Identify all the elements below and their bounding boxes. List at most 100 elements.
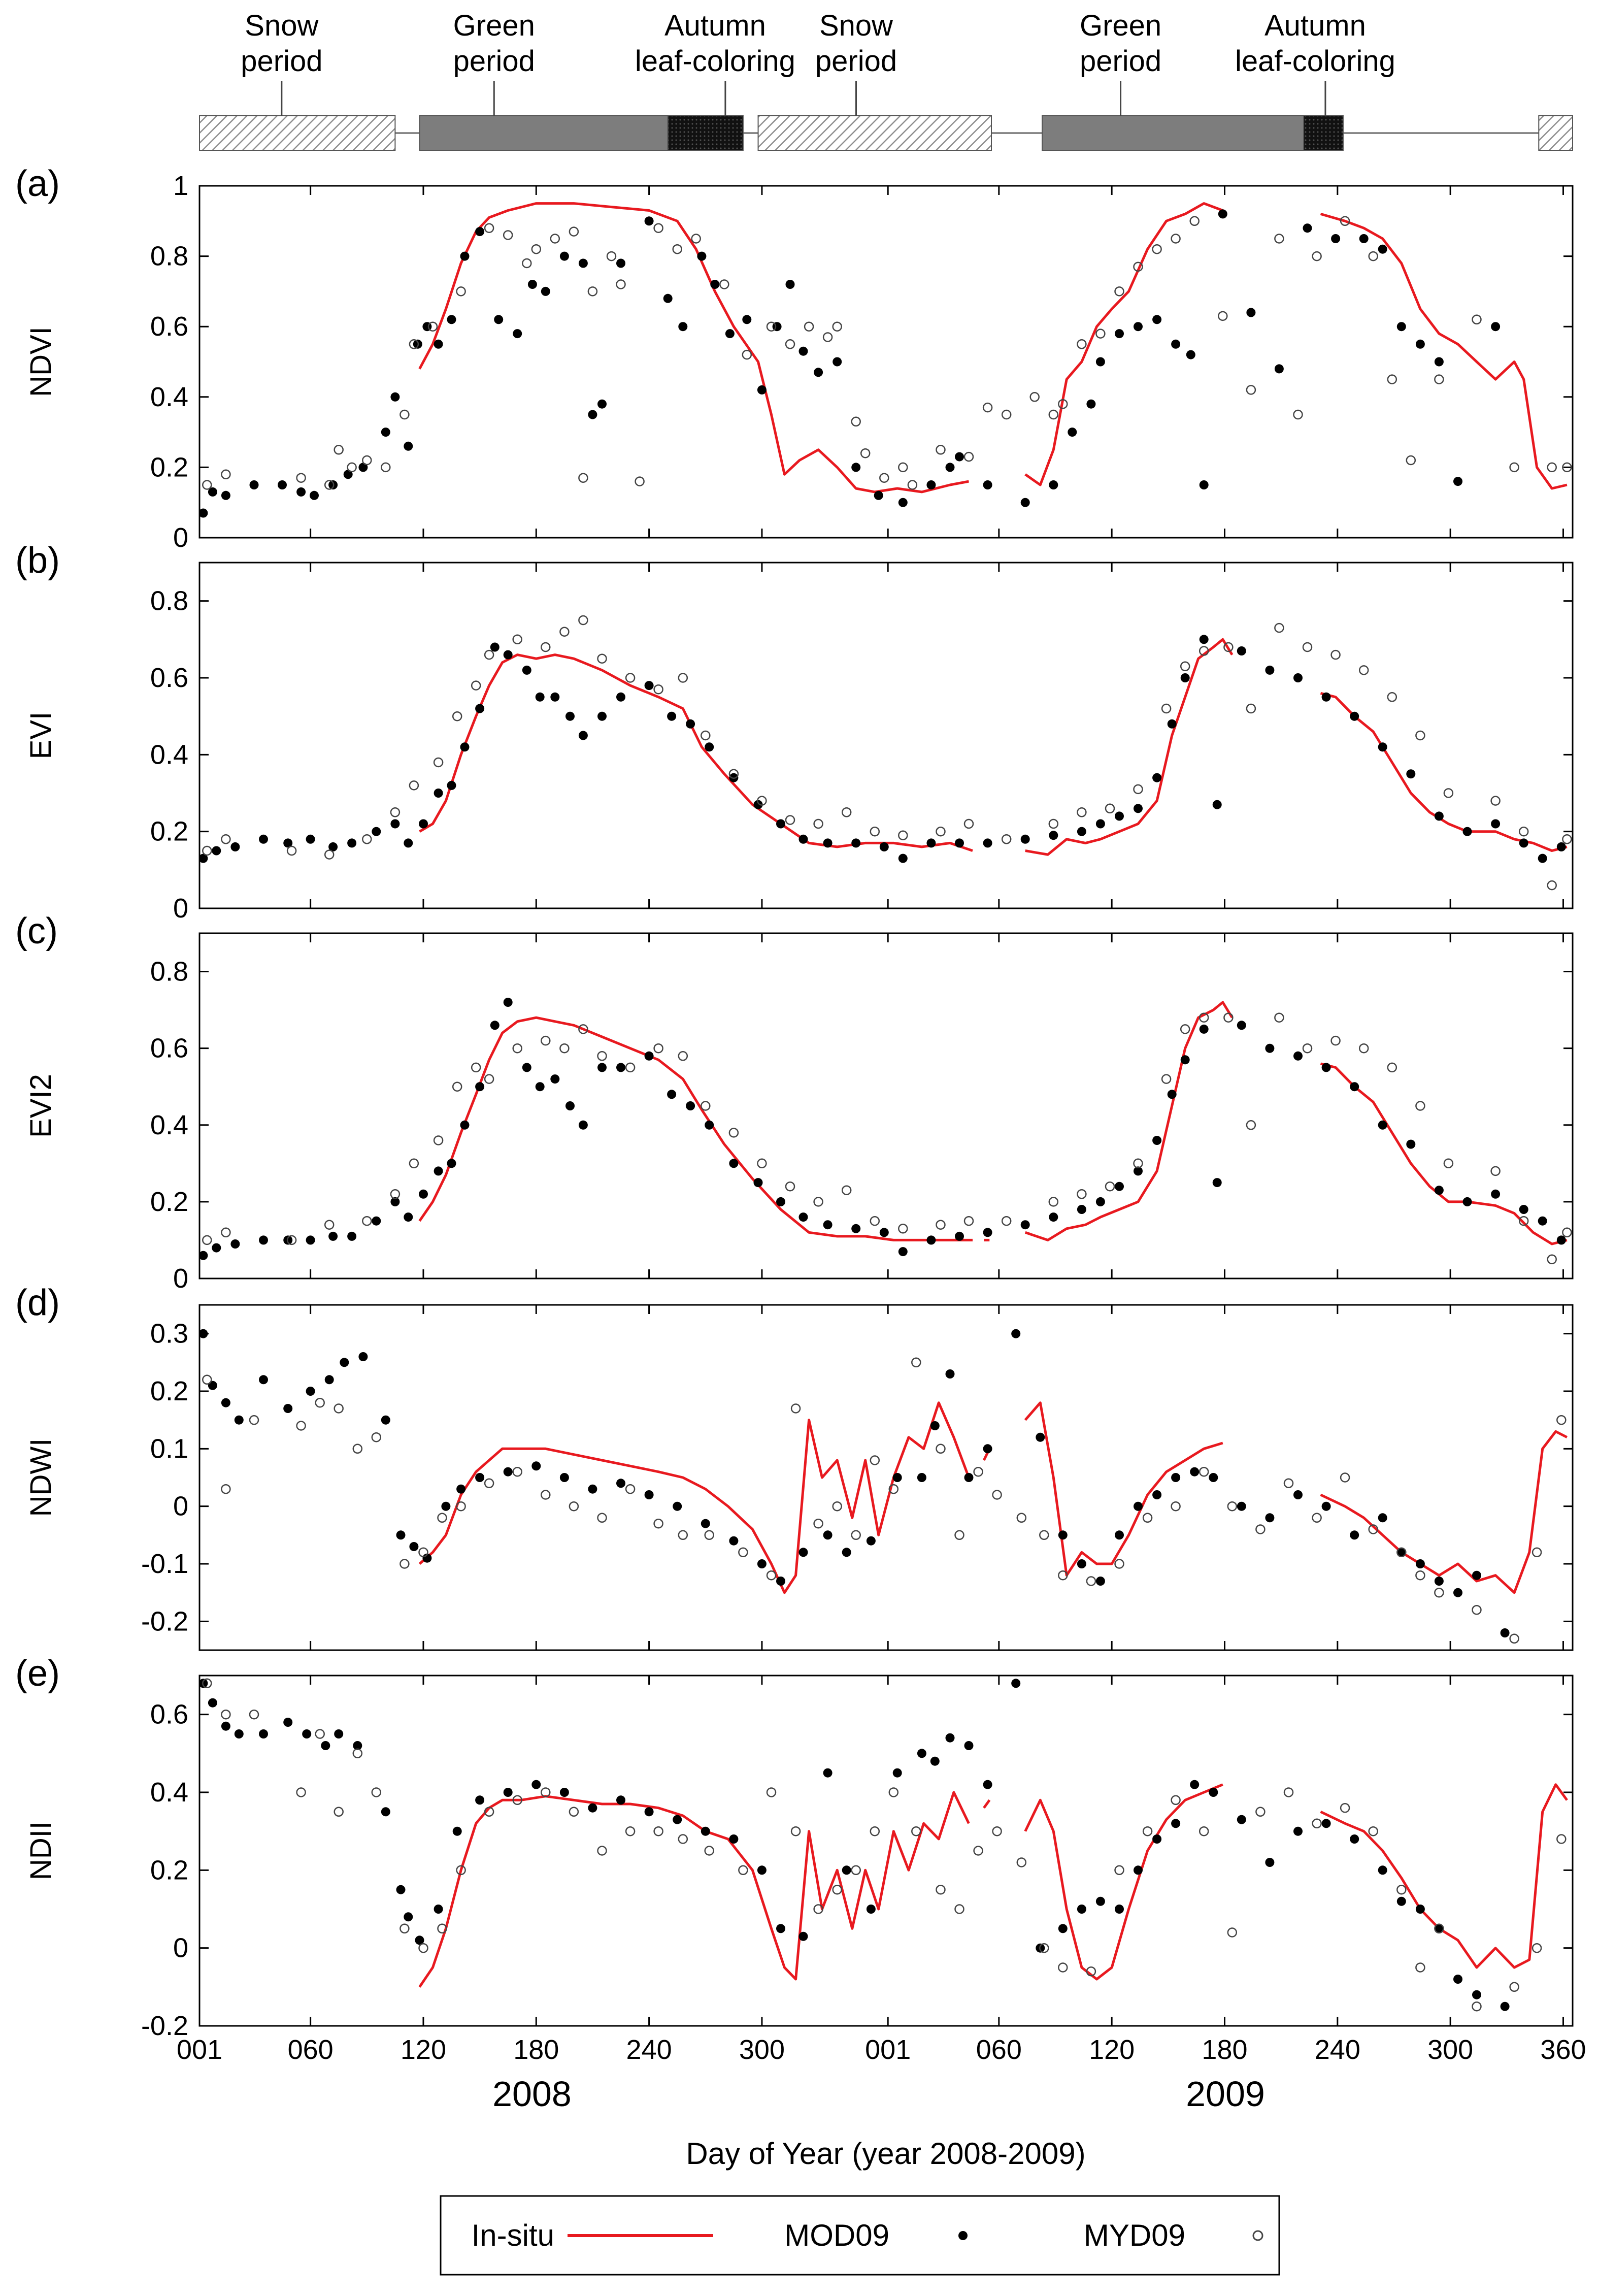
y-tick-label-1-0: 0 [173,893,188,924]
y-tick-label-2-4: 0.8 [150,957,188,987]
myd09-point-2-44 [1415,1101,1425,1111]
mod09-point-1-48 [1180,673,1190,682]
myd09-point-4-8 [400,1923,410,1934]
mod09-point-0-68 [1434,357,1444,367]
mod09-point-4-11 [396,1885,406,1894]
mod09-point-0-31 [697,251,707,261]
y-tick-label-3-0: -0.2 [141,1606,188,1636]
myd09-point-2-34 [1161,1074,1172,1084]
myd09-point-3-23 [790,1403,801,1414]
mod09-point-1-18 [522,665,531,675]
myd09-point-3-5 [334,1403,344,1414]
mod09-point-3-9 [358,1352,368,1361]
myd09-point-0-7 [381,462,391,473]
myd09-point-0-61 [1434,374,1444,384]
myd09-point-1-28 [963,818,974,829]
myd09-point-3-49 [1415,1570,1425,1581]
myd09-point-2-46 [1490,1166,1501,1176]
myd09-point-2-18 [678,1051,688,1061]
myd09-point-3-48 [1396,1547,1407,1558]
myd09-point-0-29 [785,339,795,349]
myd09-point-4-22 [766,1787,777,1797]
mod09-point-1-12 [434,789,443,798]
myd09-point-0-8 [400,409,410,420]
mod09-point-2-21 [565,1101,575,1110]
myd09-point-4-23 [790,1826,801,1836]
mod09-point-4-0 [199,1679,208,1688]
myd09-point-0-3 [324,480,335,490]
myd09-point-2-7 [433,1135,444,1145]
insitu-line-2-3 [1320,1062,1568,1245]
mod09-point-3-30 [842,1548,851,1557]
mod09-point-0-70 [1491,322,1501,332]
mod09-point-2-8 [372,1216,381,1226]
myd09-point-1-46 [1490,796,1501,806]
x-tick-label-0: 001 [177,2035,222,2065]
x-tick-label-12: 360 [1540,2035,1586,2065]
mod09-point-4-40 [1058,1924,1068,1933]
mod09-point-1-4 [283,838,293,848]
mod09-point-4-33 [917,1749,926,1758]
mod09-point-3-3 [234,1415,244,1425]
myd09-point-2-30 [1048,1197,1059,1207]
mod09-point-2-33 [823,1220,833,1230]
mod09-point-4-10 [381,1807,390,1817]
mod09-point-4-17 [503,1788,513,1797]
y-tick-label-1-4: 0.8 [150,586,188,616]
myd09-point-3-35 [1039,1530,1049,1540]
mod09-point-1-42 [1077,827,1086,836]
myd09-point-3-11 [456,1501,466,1512]
myd09-point-1-20 [728,769,739,779]
myd09-point-0-62 [1472,314,1482,325]
mod09-point-0-1 [208,487,217,497]
mod09-point-0-17 [460,251,470,261]
mod09-point-1-55 [1350,711,1359,721]
myd09-point-2-37 [1223,1012,1234,1023]
myd09-point-0-65 [1562,462,1572,473]
myd09-point-0-17 [569,226,579,237]
myd09-point-3-50 [1434,1587,1444,1598]
mod09-point-2-35 [879,1228,889,1237]
myd09-point-1-11 [512,634,522,645]
myd09-point-2-49 [1562,1227,1572,1238]
mod09-point-0-32 [710,280,720,289]
mod09-point-2-15 [475,1082,485,1092]
legend-label-myd09: MYD09 [1084,2218,1185,2252]
panel-letter-1: (b) [15,540,60,581]
myd09-point-0-23 [653,223,663,233]
mod09-point-3-2 [221,1398,230,1407]
mod09-point-2-43 [1095,1197,1105,1206]
mod09-point-4-1 [208,1698,217,1708]
mod09-point-2-30 [753,1178,763,1188]
mod09-point-0-27 [616,258,625,268]
x-tick-label-6: 001 [865,2035,911,2065]
mod09-point-4-45 [1152,1834,1162,1844]
mod09-point-2-55 [1350,1082,1359,1092]
mod09-point-1-26 [667,711,677,721]
mod09-point-3-20 [588,1484,597,1494]
mod09-point-0-39 [814,368,823,377]
mod09-point-3-49 [1237,1501,1246,1511]
myd09-point-2-2 [286,1235,297,1245]
myd09-point-1-3 [324,849,335,860]
y-tick-label-3-1: -0.1 [141,1549,188,1579]
myd09-point-4-17 [625,1826,636,1836]
mod09-point-2-58 [1434,1186,1444,1195]
mod09-point-3-39 [1036,1432,1045,1442]
mod09-point-0-19 [494,315,504,324]
myd09-point-4-49 [1415,1962,1425,1973]
y-axis-title-2: EVI2 [24,1074,57,1138]
myd09-point-2-4 [362,1216,372,1226]
plot-frame-4 [198,1675,1574,2027]
myd09-point-0-21 [616,279,626,289]
mod09-point-4-27 [776,1924,785,1933]
mod09-point-0-63 [1331,234,1341,243]
myd09-point-4-46 [1340,1802,1350,1813]
mod09-point-3-54 [1378,1513,1387,1523]
mod09-point-0-57 [1186,350,1195,359]
mod09-point-0-65 [1378,244,1387,254]
myd09-point-2-42 [1358,1043,1369,1054]
myd09-point-3-6 [352,1444,363,1454]
mod09-point-1-53 [1293,673,1303,682]
